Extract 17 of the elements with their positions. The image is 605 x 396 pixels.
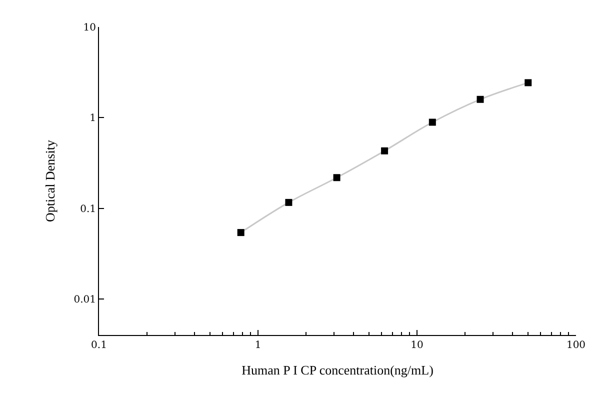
point	[237, 229, 244, 236]
point	[428, 118, 436, 126]
y-axis-title: Optical Density	[42, 140, 58, 222]
x-tick-label: 1	[254, 340, 262, 351]
x-tick-label: 0.1	[91, 340, 107, 351]
point	[333, 174, 340, 182]
y-tick-label: 10	[83, 22, 96, 34]
y-tick-label: 1	[90, 113, 96, 124]
point	[476, 96, 484, 103]
x-tick-label: 100	[566, 340, 586, 351]
point	[381, 147, 388, 154]
y-tick-label: 0.1	[80, 204, 96, 215]
y-tick-label: 0.01	[74, 294, 96, 306]
point	[524, 79, 532, 86]
point	[285, 198, 292, 206]
x-axis-title: Human P I CP concentration(ng/mL)	[242, 362, 434, 378]
x-tick-label: 10	[410, 340, 424, 351]
